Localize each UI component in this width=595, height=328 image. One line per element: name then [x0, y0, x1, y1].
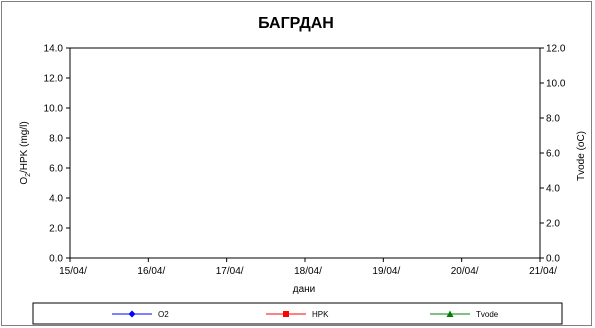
x-ticks: 15/04/16/04/17/04/18/04/19/04/20/04/21/0… [59, 258, 557, 277]
left-tick-label: 8.0 [49, 134, 63, 145]
left-tick-label: 4.0 [49, 194, 63, 205]
legend-label: HPK [312, 310, 329, 319]
legend: O2 HPK Tvode [112, 310, 499, 319]
right-tick-label: 10.0 [546, 79, 566, 90]
x-tick-label: 21/04/ [529, 266, 557, 277]
right-tick-label: 0.0 [546, 254, 560, 265]
legend-triangle-marker [446, 310, 454, 317]
x-tick-label: 16/04/ [137, 266, 165, 277]
x-tick-label: 17/04/ [216, 266, 244, 277]
legend-square-marker [283, 311, 289, 317]
chart-title: БАГРДАН [258, 15, 334, 32]
x-axis-label: дани [293, 284, 316, 295]
legend-item-o2: O2 [112, 310, 169, 319]
right-y-ticks: 0.0 2.0 4.0 6.0 8.0 10.0 12.0 [540, 44, 566, 265]
legend-diamond-marker [128, 310, 136, 318]
right-tick-label: 8.0 [546, 114, 560, 125]
left-tick-label: 12.0 [44, 74, 64, 85]
right-tick-label: 2.0 [546, 219, 560, 230]
x-tick-label: 15/04/ [59, 266, 87, 277]
right-tick-label: 12.0 [546, 44, 566, 55]
legend-item-hpk: HPK [266, 310, 329, 319]
x-tick-label: 18/04/ [294, 266, 322, 277]
right-tick-label: 6.0 [546, 149, 560, 160]
legend-item-tvode: Tvode [430, 310, 499, 319]
legend-label: Tvode [476, 310, 499, 319]
left-tick-label: 6.0 [49, 164, 63, 175]
legend-label: O2 [158, 310, 169, 319]
left-tick-label: 10.0 [44, 104, 64, 115]
left-tick-label: 2.0 [49, 224, 63, 235]
x-tick-label: 19/04/ [372, 266, 400, 277]
left-y-ticks: 0.0 2.0 4.0 6.0 8.0 10.0 12.0 14.0 [44, 44, 70, 265]
left-tick-label: 14.0 [44, 44, 64, 55]
right-tick-label: 4.0 [546, 184, 560, 195]
x-tick-label: 20/04/ [451, 266, 479, 277]
left-tick-label: 0.0 [49, 254, 63, 265]
left-y-axis-label: O2/HPK (mg/l) [19, 121, 32, 184]
right-y-axis-label: Tvode (oC) [576, 131, 587, 181]
